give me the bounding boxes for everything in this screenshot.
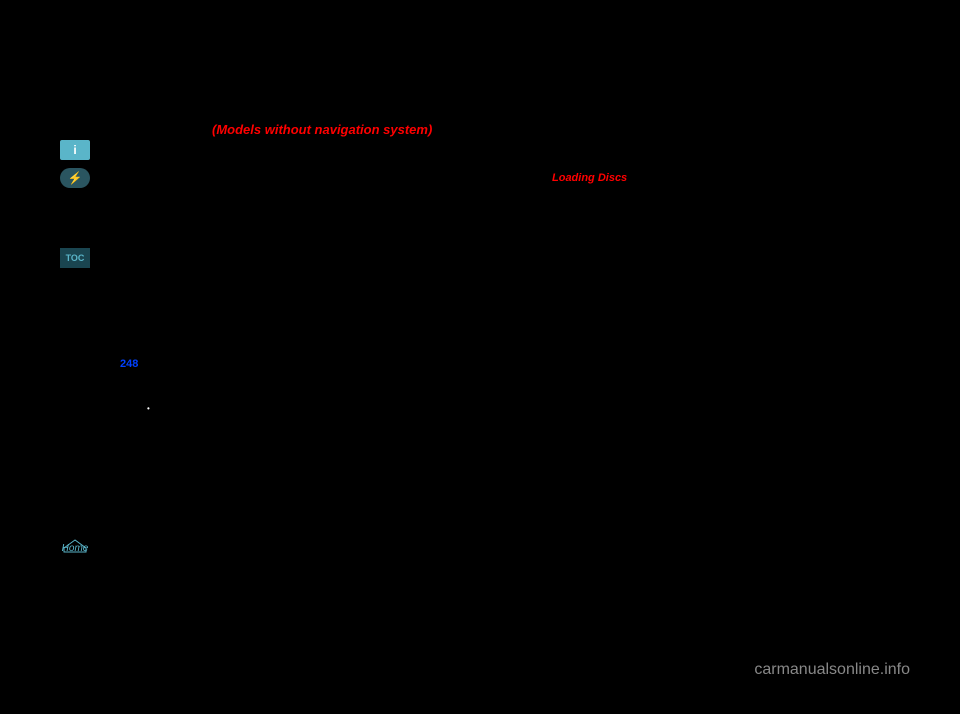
info-icon-symbol: i bbox=[73, 143, 76, 157]
toc-button[interactable]: TOC bbox=[60, 248, 90, 268]
car-icon[interactable]: ⚡ bbox=[60, 168, 90, 188]
sidebar: i ⚡ TOC bbox=[60, 140, 100, 276]
toc-label: TOC bbox=[66, 253, 85, 263]
model-info-header: (Models without navigation system) bbox=[212, 122, 432, 137]
loading-discs-header: Loading Discs bbox=[552, 172, 627, 184]
bullet-dot: • bbox=[147, 404, 150, 413]
watermark: carmanualsonline.info bbox=[754, 661, 910, 679]
home-button[interactable]: Home bbox=[60, 538, 90, 554]
home-label: Home bbox=[60, 543, 90, 554]
car-icon-symbol: ⚡ bbox=[68, 171, 83, 185]
page-number: 248 bbox=[120, 358, 138, 370]
info-icon[interactable]: i bbox=[60, 140, 90, 160]
